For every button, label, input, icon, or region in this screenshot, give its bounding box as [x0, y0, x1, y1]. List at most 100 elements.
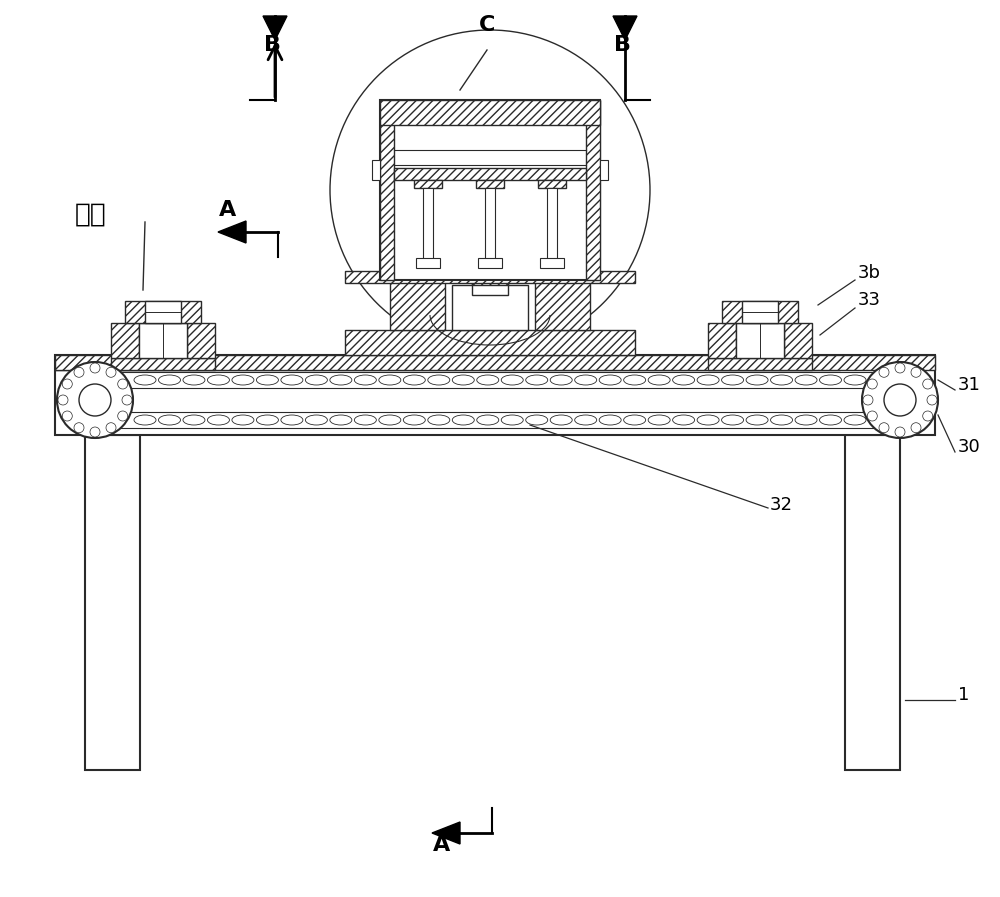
Ellipse shape	[771, 375, 793, 385]
Ellipse shape	[746, 375, 768, 385]
Bar	[620, 355, 840, 370]
Bar	[535, 275, 590, 330]
Circle shape	[862, 362, 938, 438]
Bar	[305, 355, 505, 370]
Ellipse shape	[305, 415, 327, 425]
Bar	[111, 358, 215, 370]
Bar	[111, 323, 139, 358]
Bar	[586, 100, 600, 280]
Ellipse shape	[550, 415, 572, 425]
Bar	[55, 355, 190, 370]
Circle shape	[74, 422, 84, 432]
Bar	[722, 301, 798, 323]
Ellipse shape	[501, 375, 523, 385]
Text: B: B	[264, 35, 280, 55]
Circle shape	[895, 427, 905, 437]
Circle shape	[74, 367, 84, 378]
Bar	[55, 355, 935, 435]
Ellipse shape	[722, 375, 744, 385]
Bar	[472, 265, 508, 295]
Circle shape	[884, 384, 916, 416]
Ellipse shape	[599, 375, 621, 385]
Bar	[478, 258, 502, 268]
Ellipse shape	[183, 375, 205, 385]
Bar	[784, 323, 812, 358]
Ellipse shape	[403, 375, 425, 385]
Ellipse shape	[330, 415, 352, 425]
Circle shape	[62, 379, 72, 389]
Ellipse shape	[158, 375, 180, 385]
Ellipse shape	[379, 375, 401, 385]
Ellipse shape	[697, 415, 719, 425]
Ellipse shape	[795, 415, 817, 425]
Ellipse shape	[207, 415, 229, 425]
Bar	[380, 100, 600, 280]
Bar	[472, 277, 508, 285]
Ellipse shape	[526, 375, 548, 385]
Ellipse shape	[134, 415, 156, 425]
Ellipse shape	[722, 415, 744, 425]
Circle shape	[879, 422, 889, 432]
Text: 1: 1	[958, 686, 969, 704]
Ellipse shape	[844, 375, 866, 385]
Circle shape	[62, 411, 72, 421]
Bar	[394, 168, 586, 180]
Text: 31: 31	[958, 376, 981, 394]
Circle shape	[90, 363, 100, 373]
Circle shape	[867, 379, 877, 389]
Bar	[380, 100, 600, 125]
Text: 30: 30	[958, 438, 981, 456]
Ellipse shape	[624, 375, 646, 385]
Bar	[390, 275, 445, 330]
Bar	[736, 323, 784, 358]
Bar	[187, 323, 215, 358]
Ellipse shape	[158, 415, 180, 425]
Bar	[416, 258, 440, 268]
Text: A: A	[219, 200, 237, 220]
Polygon shape	[613, 16, 637, 40]
Bar	[145, 301, 181, 323]
Ellipse shape	[673, 415, 695, 425]
Circle shape	[118, 379, 128, 389]
Bar	[742, 301, 778, 323]
Bar	[139, 323, 187, 358]
Circle shape	[58, 395, 68, 405]
Ellipse shape	[746, 415, 768, 425]
Circle shape	[57, 362, 133, 438]
Circle shape	[122, 395, 132, 405]
Ellipse shape	[575, 375, 597, 385]
Ellipse shape	[477, 375, 499, 385]
Polygon shape	[432, 822, 460, 844]
Ellipse shape	[575, 415, 597, 425]
Circle shape	[911, 422, 921, 432]
Bar	[345, 330, 635, 355]
Text: 3b: 3b	[858, 264, 881, 282]
Circle shape	[911, 367, 921, 378]
Text: A: A	[433, 835, 451, 855]
Ellipse shape	[624, 415, 646, 425]
Ellipse shape	[844, 415, 866, 425]
Bar	[538, 180, 566, 188]
Bar	[125, 301, 201, 323]
Bar	[708, 358, 812, 370]
Polygon shape	[218, 221, 246, 243]
Ellipse shape	[820, 415, 842, 425]
Circle shape	[879, 367, 889, 378]
Circle shape	[923, 411, 933, 421]
Circle shape	[863, 395, 873, 405]
Ellipse shape	[795, 375, 817, 385]
Circle shape	[867, 411, 877, 421]
Bar	[423, 188, 433, 260]
Bar	[345, 271, 635, 283]
Ellipse shape	[550, 375, 572, 385]
Bar	[600, 160, 608, 180]
Ellipse shape	[673, 375, 695, 385]
Bar	[708, 323, 736, 358]
Ellipse shape	[256, 375, 278, 385]
Ellipse shape	[526, 415, 548, 425]
Ellipse shape	[232, 375, 254, 385]
Circle shape	[79, 384, 111, 416]
Ellipse shape	[428, 415, 450, 425]
Ellipse shape	[281, 375, 303, 385]
Polygon shape	[263, 16, 287, 40]
